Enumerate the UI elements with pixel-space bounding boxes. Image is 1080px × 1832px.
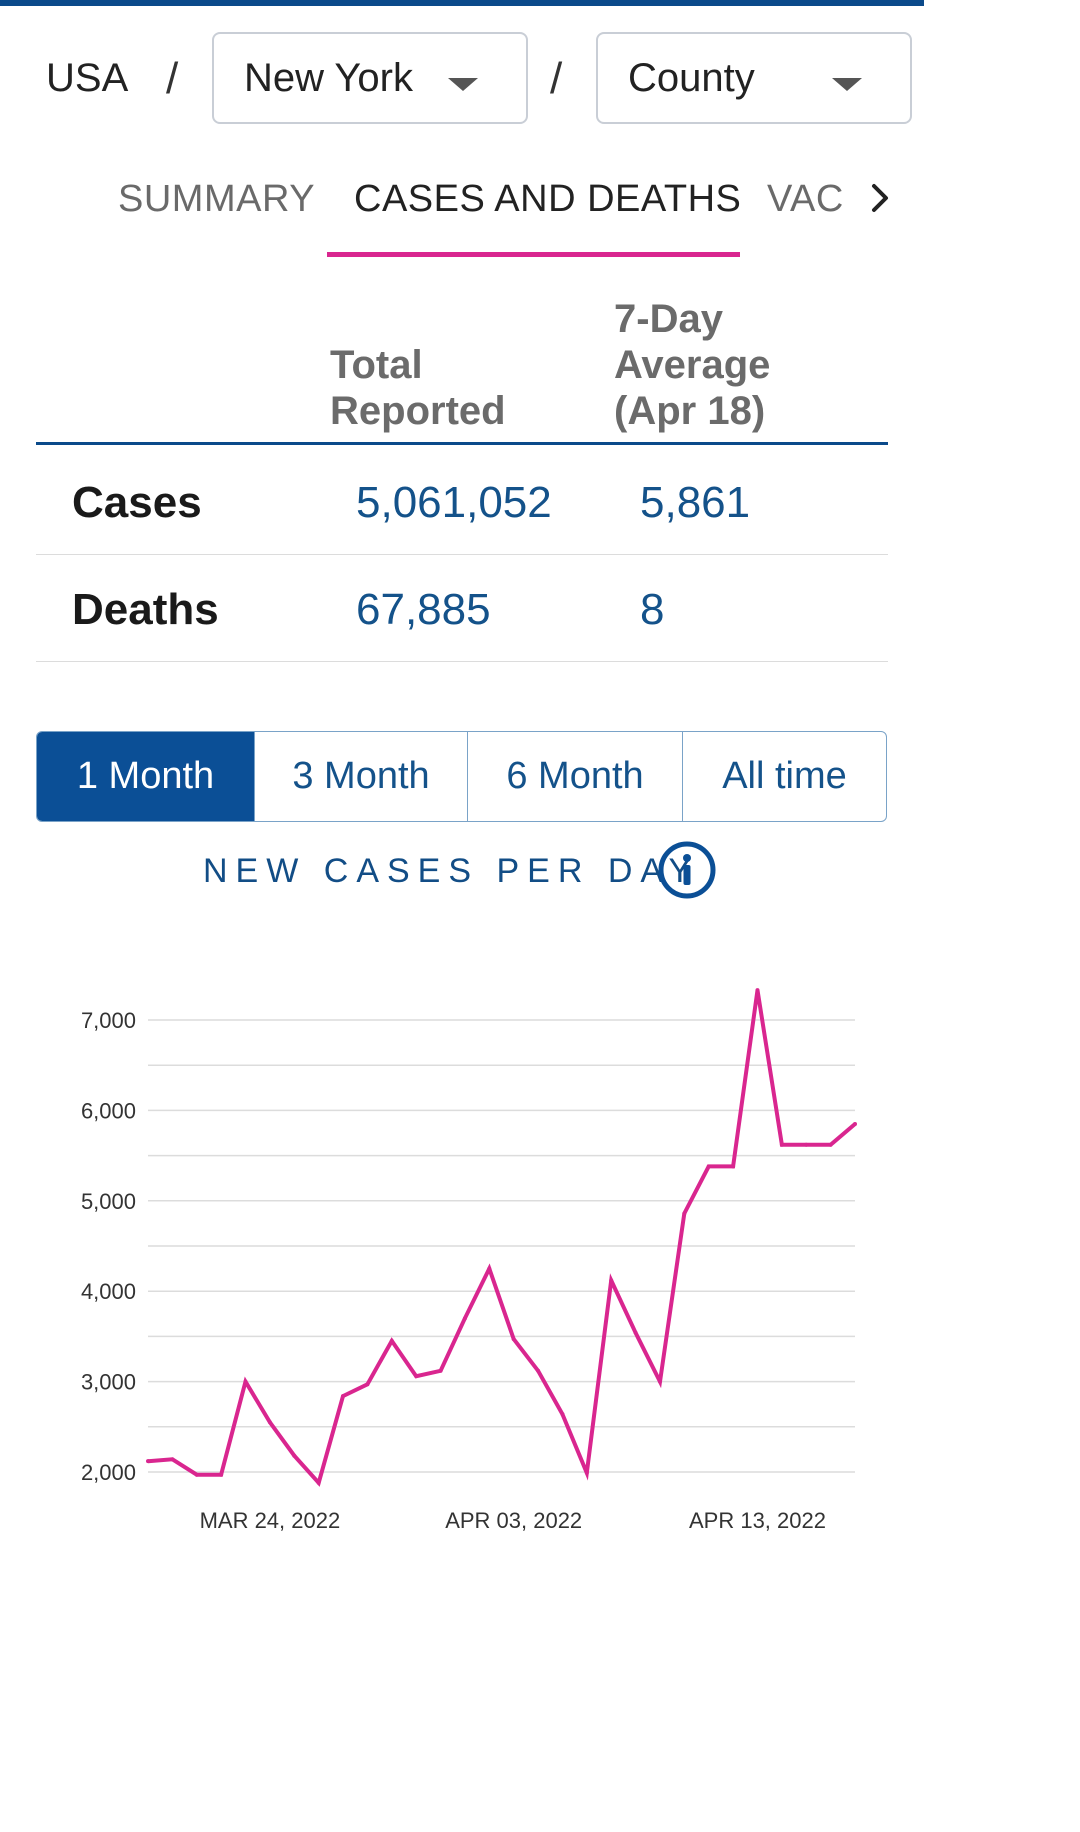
chart-title-text: NEW CASES PER DAY bbox=[203, 852, 700, 890]
range-option-all-time[interactable]: All time bbox=[722, 755, 847, 797]
data-point bbox=[511, 1337, 516, 1342]
y-tick-label: 7,000 bbox=[81, 1008, 136, 1033]
data-point bbox=[194, 1472, 199, 1477]
data-point bbox=[292, 1453, 297, 1458]
data-point bbox=[706, 1164, 711, 1169]
header-divider bbox=[36, 442, 888, 445]
data-point bbox=[365, 1382, 370, 1387]
chevron-down-icon bbox=[832, 78, 862, 91]
data-point bbox=[584, 1470, 589, 1475]
data-point bbox=[804, 1142, 809, 1147]
y-tick-label: 6,000 bbox=[81, 1098, 136, 1123]
total-value: 5,061,052 bbox=[356, 478, 552, 527]
time-range-selector: 1 Month 3 Month 6 Month All time bbox=[36, 731, 887, 822]
series-line bbox=[147, 989, 857, 1487]
table-row: Deaths 67,885 8 bbox=[36, 555, 888, 662]
data-point bbox=[267, 1420, 272, 1425]
column-header-total: Total Reported bbox=[330, 343, 506, 433]
data-point bbox=[462, 1316, 467, 1321]
data-point bbox=[731, 1164, 736, 1169]
row-label: Cases bbox=[72, 478, 202, 527]
breadcrumb-separator: / bbox=[166, 54, 179, 103]
y-tick-label: 3,000 bbox=[81, 1370, 136, 1395]
data-point bbox=[609, 1278, 614, 1283]
table-row: Cases 5,061,052 5,861 bbox=[36, 448, 888, 555]
average-value: 8 bbox=[640, 585, 665, 634]
row-label: Deaths bbox=[72, 585, 219, 634]
column-header-7day-average: 7-Day Average (Apr 18) bbox=[614, 297, 771, 433]
info-icon[interactable] bbox=[657, 840, 717, 900]
tab-vaccinations[interactable]: VAC bbox=[767, 178, 844, 220]
average-value: 5,861 bbox=[640, 478, 751, 527]
breadcrumb-separator: / bbox=[550, 54, 563, 103]
chevron-right-icon[interactable] bbox=[866, 178, 896, 218]
data-point bbox=[657, 1379, 662, 1384]
data-point bbox=[779, 1142, 784, 1147]
data-point bbox=[828, 1142, 833, 1147]
range-option-6-month[interactable]: 6 Month bbox=[468, 732, 683, 821]
x-tick-label: APR 03, 2022 bbox=[445, 1508, 582, 1533]
chart-title: NEW CASES PER DAY bbox=[0, 848, 924, 898]
data-point bbox=[536, 1368, 541, 1373]
data-point bbox=[682, 1211, 687, 1216]
data-point bbox=[633, 1330, 638, 1335]
data-point bbox=[438, 1368, 443, 1373]
data-point bbox=[219, 1472, 224, 1477]
data-point bbox=[414, 1374, 419, 1379]
breadcrumb-country[interactable]: USA bbox=[46, 56, 129, 100]
new-cases-line-chart: 2,000 3,000 4,000 5,000 6,000 7,000 MAR 24, 20… bbox=[81, 988, 857, 1533]
level-select[interactable]: County bbox=[596, 32, 912, 124]
range-option-3-month[interactable]: 3 Month bbox=[255, 732, 468, 821]
data-point bbox=[853, 1121, 857, 1126]
y-tick-label: 5,000 bbox=[81, 1189, 136, 1214]
active-tab-indicator bbox=[327, 252, 740, 257]
tab-bar: SUMMARY CASES AND DEATHS VAC bbox=[0, 160, 924, 260]
tab-cases-and-deaths[interactable]: CASES AND DEATHS bbox=[354, 178, 742, 220]
state-select[interactable]: New York bbox=[212, 32, 528, 124]
tab-summary[interactable]: SUMMARY bbox=[118, 178, 316, 220]
x-tick-label: MAR 24, 2022 bbox=[200, 1508, 341, 1533]
data-point bbox=[170, 1457, 175, 1462]
y-tick-label: 2,000 bbox=[81, 1460, 136, 1485]
data-point bbox=[243, 1379, 248, 1384]
chevron-down-icon bbox=[448, 78, 478, 91]
data-point bbox=[560, 1412, 565, 1417]
x-tick-label: APR 13, 2022 bbox=[689, 1508, 826, 1533]
state-select-value: New York bbox=[244, 56, 413, 100]
breadcrumb: USA / New York / County bbox=[0, 32, 924, 128]
data-point bbox=[316, 1480, 321, 1485]
data-point bbox=[389, 1338, 394, 1343]
top-accent-bar bbox=[0, 0, 924, 6]
data-point bbox=[146, 1459, 150, 1464]
range-option-1-month[interactable]: 1 Month bbox=[37, 732, 255, 821]
total-value: 67,885 bbox=[356, 585, 491, 634]
level-select-value: County bbox=[628, 56, 755, 100]
data-point bbox=[755, 988, 760, 993]
data-point bbox=[341, 1394, 346, 1399]
y-tick-label: 4,000 bbox=[81, 1279, 136, 1304]
data-point bbox=[487, 1266, 492, 1271]
